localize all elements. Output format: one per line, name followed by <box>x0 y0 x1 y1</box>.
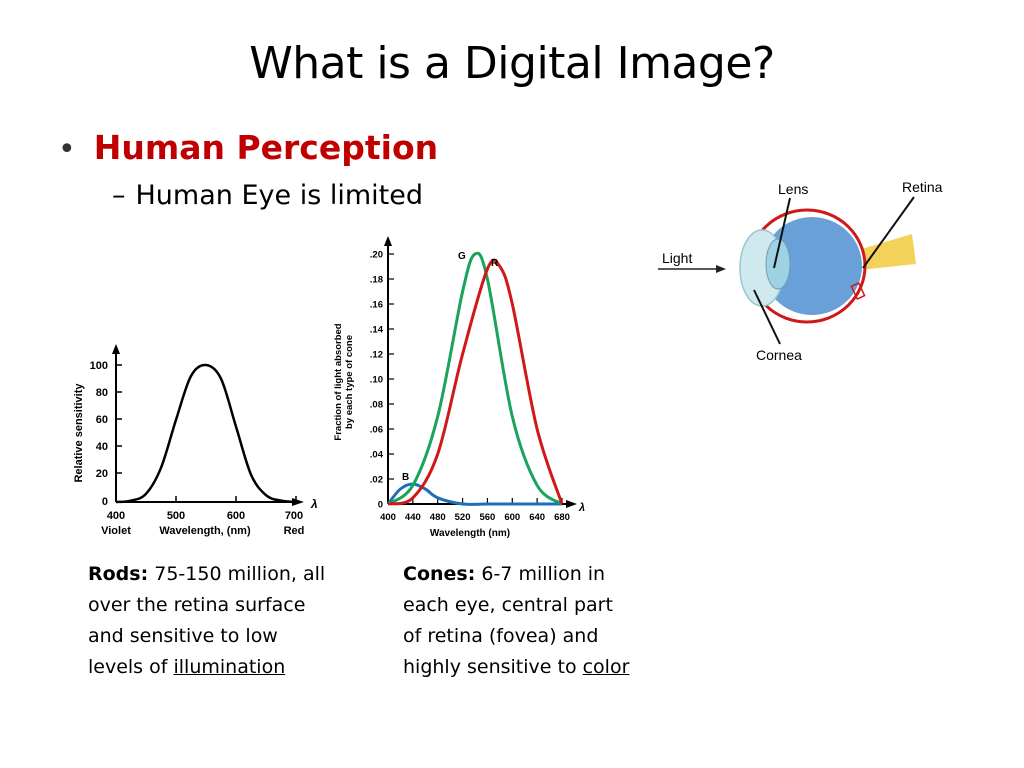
rods-red-label: Red <box>284 525 305 537</box>
rods-xtick: 600 <box>227 510 245 522</box>
lens-shape <box>765 238 791 290</box>
bullet-text: Human Perception <box>93 128 439 167</box>
cornea-label: Cornea <box>756 347 802 363</box>
cones-caption-line4: highly sensitive to color <box>403 652 629 683</box>
cones-y-ticks: .20 .18 .16 .14 .12 .10 .08 .06 .04 .02 0 <box>370 250 394 511</box>
retina-label: Retina <box>902 179 943 195</box>
slide-title: What is a Digital Image? <box>249 38 775 89</box>
cones-line1-text: 6-7 million in <box>475 563 606 585</box>
lens-label: Lens <box>778 181 808 197</box>
cones-label: Cones: <box>403 563 476 585</box>
light-arrow-icon <box>716 265 726 273</box>
cones-ytick: .06 <box>370 425 383 436</box>
cones-x-ticks: 400 440 480 520 560 600 640 680 <box>380 498 570 523</box>
cones-xtick: 640 <box>529 512 545 523</box>
rods-y-ticks: 100 80 60 40 20 0 <box>90 360 122 508</box>
retina-pointer <box>862 196 915 269</box>
rods-violet-label: Violet <box>101 525 131 537</box>
cones-ytick: .18 <box>370 275 383 286</box>
rods-x-arrow-icon <box>292 498 304 506</box>
red-curve-label: R <box>491 258 499 269</box>
rods-lambda: λ <box>310 497 318 511</box>
cones-caption-line2: each eye, central part <box>403 594 613 616</box>
blue-cone-curve <box>386 482 562 506</box>
vitreous-body <box>762 217 862 315</box>
cones-line4-prefix: highly sensitive to <box>403 656 583 678</box>
bullet-dot-icon: • <box>58 132 76 167</box>
cones-y-arrow-icon <box>384 236 392 246</box>
cones-xtick: 440 <box>405 512 421 523</box>
cones-ytick: .02 <box>370 475 383 486</box>
green-curve-label: G <box>458 251 466 262</box>
cones-ytick: .08 <box>370 400 383 411</box>
illumination-underlined: illumination <box>173 656 286 678</box>
optic-nerve <box>858 234 916 270</box>
sub-bullet-text: Human Eye is limited <box>135 180 423 211</box>
cones-caption-line3: of retina (fovea) and <box>403 625 599 647</box>
fovea-marker <box>850 281 866 301</box>
dash-icon: – <box>112 180 126 211</box>
rods-chart: Relative sensitivity λ 100 80 60 40 20 0… <box>73 344 318 537</box>
cones-caption: Cones: 6-7 million in each eye, central … <box>403 559 629 683</box>
eye-diagram: Lens Retina Light Cornea <box>658 179 943 363</box>
rods-y-arrow-icon <box>112 344 120 354</box>
rods-ytick: 80 <box>96 387 108 399</box>
rods-caption-line2: over the retina surface <box>88 594 306 616</box>
cones-xtick: 520 <box>455 512 471 523</box>
light-label: Light <box>662 250 692 266</box>
cones-caption-line1: Cones: 6-7 million in <box>403 559 629 590</box>
rods-caption-line4: levels of illumination <box>88 652 325 683</box>
color-underlined: color <box>582 656 630 678</box>
cones-ylabel-line2: by each type of cone <box>344 335 355 429</box>
cornea-pointer <box>753 289 781 345</box>
bullet-human-perception: • Human Perception <box>58 128 438 167</box>
rods-ytick: 20 <box>96 468 108 480</box>
rods-xtick: 700 <box>285 510 303 522</box>
rods-caption: Rods: 75-150 million, all over the retin… <box>88 559 325 683</box>
rods-xtick: 400 <box>107 510 125 522</box>
rods-ytick: 0 <box>102 496 108 508</box>
rods-x-ticks: 400 500 600 700 Violet Red Wavelength, (… <box>101 496 304 537</box>
cones-ylabel-line1: Fraction of light absorbed <box>333 323 344 440</box>
rods-ytick: 100 <box>90 360 108 372</box>
rods-sensitivity-curve <box>115 363 297 504</box>
rods-caption-line1: Rods: 75-150 million, all <box>88 559 325 590</box>
rods-line1-text: 75-150 million, all <box>148 563 326 585</box>
cones-xtick: 400 <box>380 512 396 523</box>
cones-ytick: .16 <box>370 300 383 311</box>
lens-pointer <box>773 197 791 269</box>
green-cone-curve <box>387 251 563 506</box>
sub-bullet: – Human Eye is limited <box>112 180 423 211</box>
cones-xtick: 560 <box>479 512 495 523</box>
cones-ytick: 0 <box>378 500 383 511</box>
rods-ylabel: Relative sensitivity <box>73 383 85 483</box>
rods-ytick: 60 <box>96 414 108 426</box>
rods-xtick: 500 <box>167 510 185 522</box>
blue-curve-label: B <box>402 472 409 483</box>
cones-chart: Fraction of light absorbed by each type … <box>333 236 585 539</box>
rods-line4-prefix: levels of <box>88 656 174 678</box>
cones-xlabel: Wavelength (nm) <box>430 528 510 539</box>
cones-lambda: λ <box>578 502 585 514</box>
cones-ytick: .20 <box>370 250 383 261</box>
cones-xtick: 480 <box>430 512 446 523</box>
rods-caption-line3: and sensitive to low <box>88 625 278 647</box>
cones-ytick: .12 <box>370 350 383 361</box>
cones-ytick: .14 <box>370 325 384 336</box>
cones-ytick: .04 <box>370 450 384 461</box>
cones-xtick: 600 <box>504 512 520 523</box>
cones-xtick: 680 <box>554 512 570 523</box>
red-cone-curve <box>387 258 564 506</box>
cones-x-arrow-icon <box>566 500 577 508</box>
rods-label: Rods: <box>88 563 149 585</box>
rods-ytick: 40 <box>96 441 108 453</box>
rods-xlabel: Wavelength, (nm) <box>159 525 251 537</box>
cones-ytick: .10 <box>370 375 383 386</box>
